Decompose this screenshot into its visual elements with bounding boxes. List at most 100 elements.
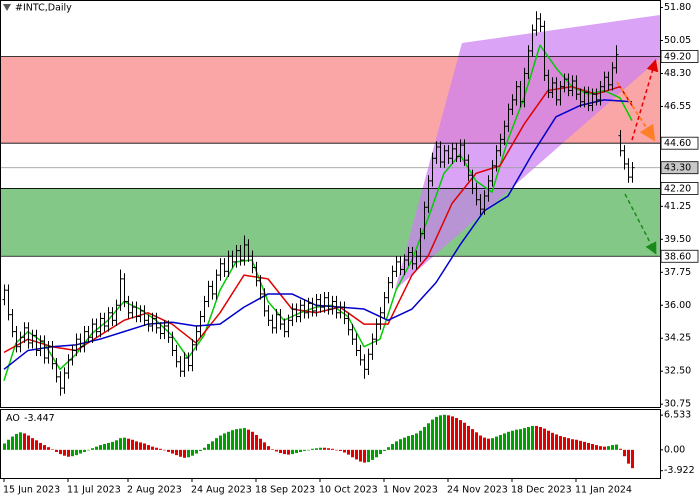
ao-bar xyxy=(567,438,570,450)
ao-bar xyxy=(79,449,82,454)
ao-bar xyxy=(163,449,166,451)
x-tick-label: 24 Nov 2023 xyxy=(447,485,508,496)
ao-bar xyxy=(259,438,262,450)
ao-bar xyxy=(127,438,130,450)
ao-bar xyxy=(203,447,206,450)
ao-bar xyxy=(527,427,530,450)
ao-bar xyxy=(235,429,238,450)
ao-bar xyxy=(559,436,562,450)
x-tick-label: 18 Sep 2023 xyxy=(255,485,315,496)
ao-bar xyxy=(351,449,354,458)
ao-bar xyxy=(479,435,482,450)
ao-bar xyxy=(423,427,426,450)
ao-bar xyxy=(607,446,610,450)
price-bars xyxy=(2,11,635,396)
ao-bar xyxy=(175,449,178,456)
ao-bar xyxy=(123,437,126,450)
ao-bar xyxy=(435,416,438,450)
ao-bar xyxy=(131,439,134,450)
price-channel xyxy=(395,15,660,290)
ao-bar xyxy=(103,444,106,450)
ao-bar xyxy=(615,444,618,450)
ao-bar xyxy=(147,445,150,450)
ao-bar xyxy=(279,449,282,454)
ao-bar xyxy=(107,442,110,450)
level-label: 43.30 xyxy=(664,163,691,174)
ao-bar xyxy=(255,434,258,450)
x-tick-label: 15 Jun 2023 xyxy=(3,485,60,496)
y-tick-label: 39.50 xyxy=(664,234,691,245)
ao-bar xyxy=(631,449,634,469)
main-pane-frame xyxy=(0,0,661,408)
ao-bar xyxy=(375,449,378,458)
ao-bar xyxy=(451,416,454,450)
ao-bar xyxy=(499,434,502,450)
ao-bar xyxy=(511,430,514,450)
ao-bar xyxy=(603,446,606,450)
ao-bar xyxy=(367,449,370,463)
ao-bar xyxy=(87,449,90,451)
ao-bar xyxy=(415,433,418,450)
y-tick-label: 41.25 xyxy=(664,201,691,212)
ao-bar xyxy=(319,447,322,450)
ao-bar xyxy=(387,447,390,450)
ao-bar xyxy=(551,432,554,450)
ao-bar xyxy=(31,438,34,450)
y-tick-label: 36.00 xyxy=(664,300,691,311)
x-tick-label: 11 Jul 2023 xyxy=(67,485,121,496)
ao-bar xyxy=(619,448,622,450)
ao-bar xyxy=(343,449,346,453)
y-tick-label: 32.50 xyxy=(664,366,691,377)
ao-bar xyxy=(483,437,486,450)
ao-histogram xyxy=(3,414,634,469)
ao-bar xyxy=(583,441,586,450)
y-tick-label: 6.533 xyxy=(664,410,691,421)
levels xyxy=(0,56,660,257)
ao-bar xyxy=(335,449,338,451)
ao-bar xyxy=(19,432,22,450)
ao-bar xyxy=(143,443,146,450)
ao-bar xyxy=(515,429,518,450)
x-tick-label: 1 Nov 2023 xyxy=(383,485,438,496)
ao-bar xyxy=(43,445,46,450)
ao-bar xyxy=(183,449,186,458)
ao-bar xyxy=(199,449,202,451)
ao-bar xyxy=(471,429,474,450)
level-label-box xyxy=(660,50,699,63)
ao-bar xyxy=(419,430,422,450)
ao-bar xyxy=(95,446,98,450)
x-tick-label: 11 Jan 2024 xyxy=(575,485,632,496)
level-label: 42.20 xyxy=(664,183,691,194)
level-label: 44.60 xyxy=(664,138,691,149)
level-label-box xyxy=(660,136,699,150)
ao-bar xyxy=(167,449,170,452)
ao-bar xyxy=(467,425,470,450)
ao-bar xyxy=(455,417,458,450)
ao-bar xyxy=(563,437,566,450)
ao-bar xyxy=(623,449,626,457)
ao-bar xyxy=(443,414,446,450)
indicator-value: -3.447 xyxy=(24,413,55,424)
level-label-box xyxy=(660,161,699,175)
ao-bar xyxy=(627,449,630,464)
ao-bar xyxy=(311,448,314,450)
ao-bar xyxy=(399,439,402,450)
x-tick-label: 2 Aug 2023 xyxy=(127,485,182,496)
ao-bar xyxy=(11,436,14,450)
ao-bar xyxy=(91,448,94,450)
axes: 30.75 32.50 34.25 36.00 37.75 39.50 41.25 46.55… xyxy=(3,2,699,496)
y-tick-label: 30.75 xyxy=(664,399,691,410)
ao-bar xyxy=(355,449,358,460)
ao-bar xyxy=(155,447,158,450)
ao-bar xyxy=(283,449,286,455)
x-tick-label: 10 Oct 2023 xyxy=(319,485,378,496)
ao-bar xyxy=(239,428,242,450)
y-tick-label: 48.30 xyxy=(664,68,691,79)
ao-bar xyxy=(371,449,374,460)
ao-bar xyxy=(503,433,506,450)
ao-bar xyxy=(303,449,306,451)
ao-bar xyxy=(59,449,62,455)
ao-bar xyxy=(571,439,574,450)
ao-bar xyxy=(99,445,102,450)
